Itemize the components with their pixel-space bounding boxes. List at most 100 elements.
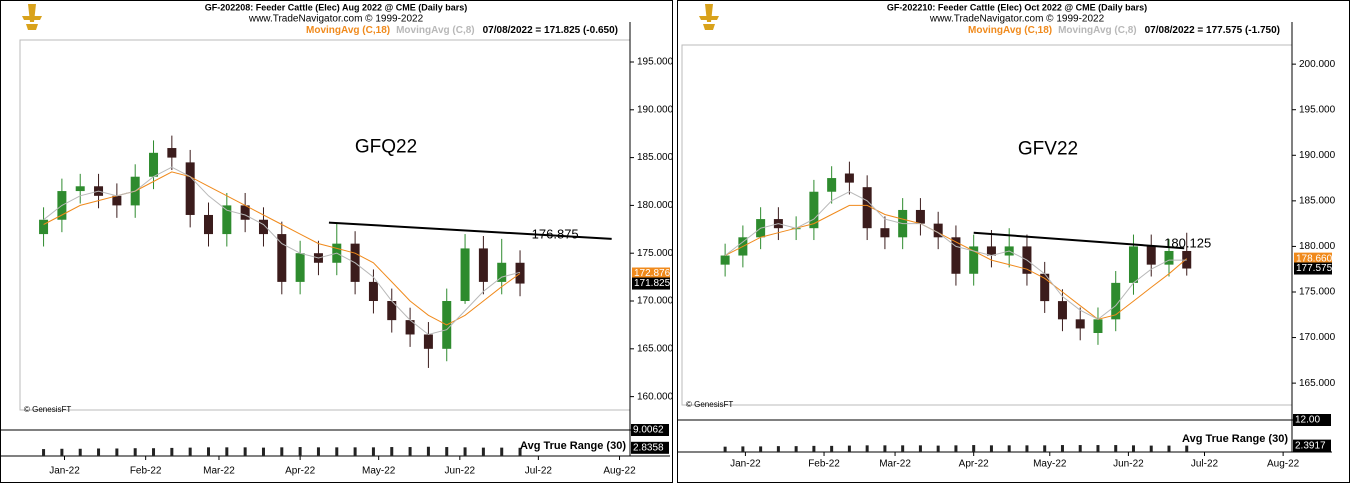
candle-body [167,148,177,158]
candle-body [39,219,49,235]
atr-bar [60,448,64,456]
logo [22,4,719,30]
atr-bar [901,445,905,452]
atr-bar [206,447,210,456]
x-tick-label: Jun-22 [1113,459,1144,470]
candle-body [75,186,85,192]
legend-entry: MovingAvg (C,18) [968,25,1052,36]
atr-bar [972,445,976,452]
candle-body [405,320,415,335]
candle-body [1040,273,1050,302]
candle-body [951,237,961,274]
y-tick-label: 190.000 [1299,150,1336,161]
atr-bar [830,445,834,452]
atr-bar [1025,445,1029,452]
atr-bar [353,447,357,456]
candle-body [880,228,890,238]
close-tag [632,277,670,290]
atr-bar [280,447,284,456]
ma-tag-label: 172.876 [634,268,671,279]
y-tick-label: 195.000 [637,57,674,68]
atr-name: Avg True Range (30) [520,440,626,452]
atr-bar [812,445,816,452]
y-tick-label: 185.000 [1299,195,1336,206]
x-tick-label: Aug-22 [1267,459,1300,470]
x-tick-label: Jul-22 [525,466,553,477]
x-tick-label: Jul-22 [1191,459,1219,470]
x-tick-label: Jan-22 [49,466,80,477]
chart: GF-202208: Feeder Cattle (Elec) Aug 2022… [0,2,674,477]
atr-bar [1078,445,1082,452]
candle-body [862,187,872,229]
atr-bar [1167,445,1171,452]
y-tick-label: 160.000 [637,391,674,402]
atr-bar [741,446,745,452]
atr-bar [42,449,46,456]
moving-average [724,204,1188,320]
atr-bar [170,447,174,456]
symbol-label: GFV22 [1018,138,1078,159]
close-tag [1294,262,1332,275]
atr-last-box [631,441,669,454]
candle-body [1057,301,1067,320]
y-tick-label: 170.000 [637,296,674,307]
chart-subtitle: www.TradeNavigator.com © 1999-2022 [248,14,424,25]
atr-bar [759,446,763,452]
trendline-label: 180.125 [1164,236,1211,251]
close-tag-label: 171.825 [634,278,671,289]
candle-body [1111,282,1121,320]
atr-tick-label: 9.0062 [633,425,664,436]
symbol-label: GFQ22 [355,136,417,157]
candle-body [222,205,232,235]
atr-bar [918,445,922,452]
atr-bar [794,446,798,452]
watermark: © GenesisFT [24,405,71,414]
atr-bar [445,447,449,456]
candle-body [720,255,730,265]
chart: GF-202210: Feeder Cattle (Elec) Oct 2022… [677,2,1336,470]
candle-body [515,262,525,284]
atr-bar [989,445,993,452]
atr-bar [78,448,82,456]
candle-body [1128,246,1138,283]
atr-bar [463,447,467,456]
atr-last-box [1293,439,1331,452]
atr-name: Avg True Range (30) [1182,433,1288,445]
y-tick-label: 170.000 [1299,332,1336,343]
x-tick-label: May-22 [362,466,396,477]
legend-entry: MovingAvg (C,8) [396,25,475,36]
y-tick-label: 165.000 [637,343,674,354]
atr-bar [865,445,869,452]
atr-bar [1149,445,1153,452]
y-tick-label: 180.000 [1299,241,1336,252]
atr-bar [883,445,887,452]
trendline [328,221,612,240]
atr-bar [152,448,156,456]
candle-body [387,301,397,321]
chart-title: GF-202210: Feeder Cattle (Elec) Oct 2022… [887,2,1147,12]
ma-tag [632,267,670,280]
atr-bar [243,447,247,456]
trendline-label: 176.875 [532,226,579,241]
candle-body [277,234,287,282]
ma-tag-label: 178.660 [1296,253,1333,264]
candle-body [149,152,159,177]
status-readout: 07/08/2022 = 177.575 (-1.750) [1145,25,1280,36]
atr-tick-box [631,424,669,436]
candle-body [827,178,837,192]
moving-average [724,191,1187,320]
atr-bar [1185,445,1189,452]
chart-subtitle: www.TradeNavigator.com © 1999-2022 [929,14,1105,25]
x-tick-label: Mar-22 [879,459,911,470]
candle-body [915,209,925,224]
y-tick-label: 180.000 [637,200,674,211]
x-tick-label: Mar-22 [203,466,235,477]
atr-bar [298,447,302,456]
watermark: © GenesisFT [686,400,733,409]
candle-body [844,173,854,183]
atr-bar [1131,445,1135,452]
atr-bar [481,447,485,456]
atr-bar [847,445,851,452]
candle-body [986,246,996,256]
atr-bar [500,447,504,456]
